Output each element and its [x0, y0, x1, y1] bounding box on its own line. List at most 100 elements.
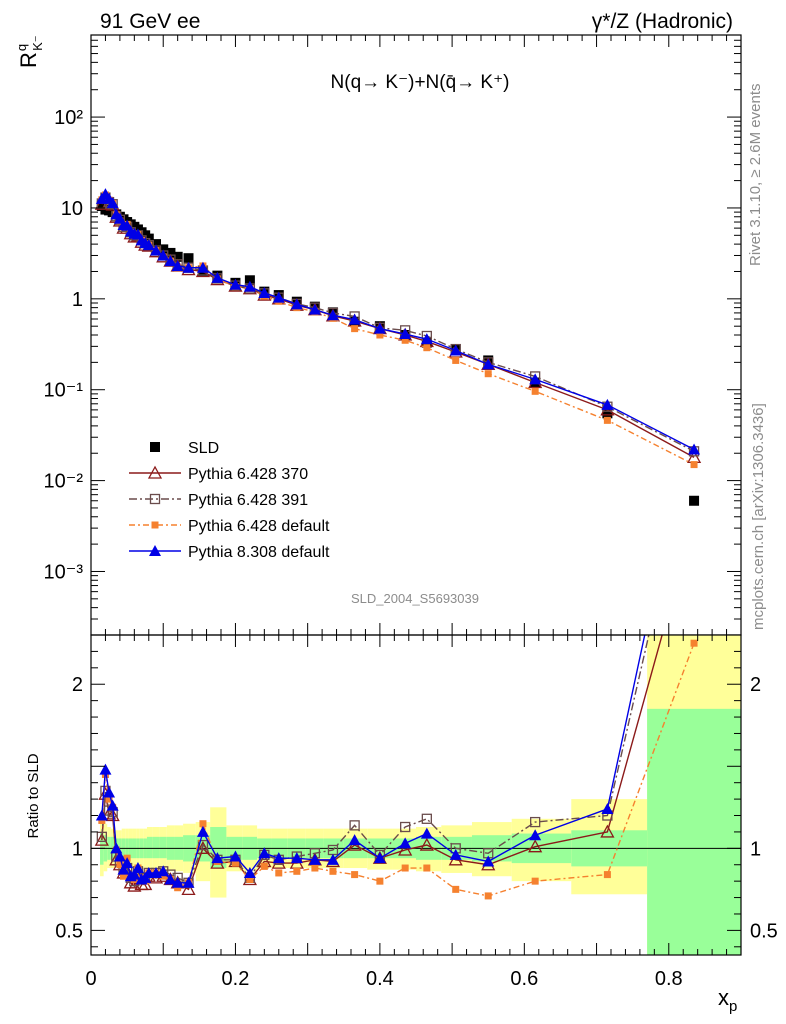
data-point [421, 813, 432, 824]
data-point [399, 837, 412, 849]
y-tick-label: 1 [72, 289, 83, 311]
data-point [376, 331, 384, 339]
data-point [600, 824, 615, 838]
data-point [376, 877, 384, 885]
data-point [423, 864, 431, 872]
data-point [688, 443, 701, 455]
data-point [329, 867, 337, 875]
data-point [482, 855, 495, 867]
data-point [401, 864, 409, 872]
data-point [601, 802, 614, 814]
data-point [157, 249, 170, 261]
data-point [401, 336, 409, 344]
data-point [348, 313, 361, 325]
svg-text:RqK⁻: RqK⁻ [14, 35, 45, 68]
data-point [689, 495, 700, 506]
ratio-y-tick-label: 2 [72, 674, 83, 696]
data-point [449, 344, 462, 356]
data-point [531, 877, 539, 885]
axes-frame [90, 634, 742, 956]
data-point [603, 416, 611, 424]
data-point [158, 244, 169, 255]
data-point [151, 239, 161, 250]
legend-entry: Pythia 8.308 default [129, 544, 330, 561]
data-point [690, 461, 698, 469]
data-point [199, 820, 207, 828]
data-point [165, 247, 176, 258]
data-point [182, 876, 195, 888]
legend-entry: Pythia 6.428 391 [129, 492, 308, 509]
data-point [349, 820, 360, 831]
data-point [103, 786, 116, 798]
data-point [400, 821, 411, 833]
legend-label: Pythia 6.428 default [188, 518, 330, 535]
data-point [183, 253, 194, 264]
data-point [399, 328, 412, 340]
data-point [275, 869, 283, 877]
y-tick-label: 10⁻¹ [44, 380, 84, 402]
data-point [311, 864, 319, 872]
data-point [164, 873, 177, 885]
data-point [246, 876, 254, 884]
series-pythia-8-308-default [95, 635, 646, 888]
data-point [142, 239, 155, 251]
data-point [398, 842, 413, 856]
data-point [172, 251, 183, 262]
data-point [244, 275, 255, 286]
x-tick-label: 0 [85, 968, 96, 990]
ratio-ylabel: Ratio to SLD [25, 753, 42, 838]
data-point [420, 827, 433, 839]
ratio-y-tick-label: 0.5 [55, 920, 83, 942]
data-point [131, 862, 144, 874]
data-point [164, 255, 177, 267]
data-point [95, 809, 108, 821]
data-point [99, 763, 112, 775]
svg-text:xp: xp [718, 985, 737, 1015]
data-point [293, 867, 301, 875]
data-point [602, 408, 613, 419]
ratio-band-green [159, 836, 167, 859]
legend-entry: Pythia 6.428 default [129, 518, 330, 535]
mcplots-label: mcplots.cern.ch [arXiv:1306.3436] [750, 403, 767, 630]
data-point [326, 309, 339, 321]
data-point [195, 840, 211, 854]
data-point [101, 806, 117, 820]
data-point [601, 398, 614, 410]
data-point [231, 859, 239, 867]
data-point [196, 825, 209, 837]
data-point [116, 861, 124, 869]
data-point [96, 831, 107, 842]
data-point [121, 857, 134, 869]
data-point [419, 837, 434, 851]
ratio-y-tick-label-right: 2 [750, 674, 761, 696]
data-point [117, 863, 130, 875]
legend-label: SLD [188, 440, 219, 457]
data-point [243, 866, 256, 878]
data-point [308, 853, 321, 865]
data-point [452, 885, 460, 893]
data-point [258, 847, 271, 859]
ratio-y-tick-label-right: 0.5 [750, 920, 778, 942]
series-pythia-8-308-default [95, 188, 701, 455]
ratio-panel: 0.5 0.5 1 1 2 2 0 0.2 0.4 0.6 0.8 Ratio to SLD [25, 634, 778, 990]
legend-marker [149, 493, 161, 505]
data-point [196, 261, 209, 273]
data-point [113, 850, 126, 862]
data-point [106, 799, 119, 811]
data-point [182, 261, 195, 273]
data-point [171, 259, 184, 271]
main-title: N(q→ K⁻)+N(q̄→ K⁺) [331, 72, 510, 93]
data-point [258, 286, 271, 298]
data-point [690, 639, 698, 647]
legend-entry: SLD [150, 440, 219, 457]
data-point [181, 882, 196, 896]
header-right: γ*/Z (Hadronic) [592, 10, 733, 33]
data-point [171, 876, 184, 888]
data-point [373, 852, 386, 864]
data-point [351, 871, 359, 879]
y-tick-label: 10² [54, 107, 83, 129]
data-point [243, 280, 256, 292]
data-point [423, 344, 431, 352]
data-point [449, 848, 462, 860]
